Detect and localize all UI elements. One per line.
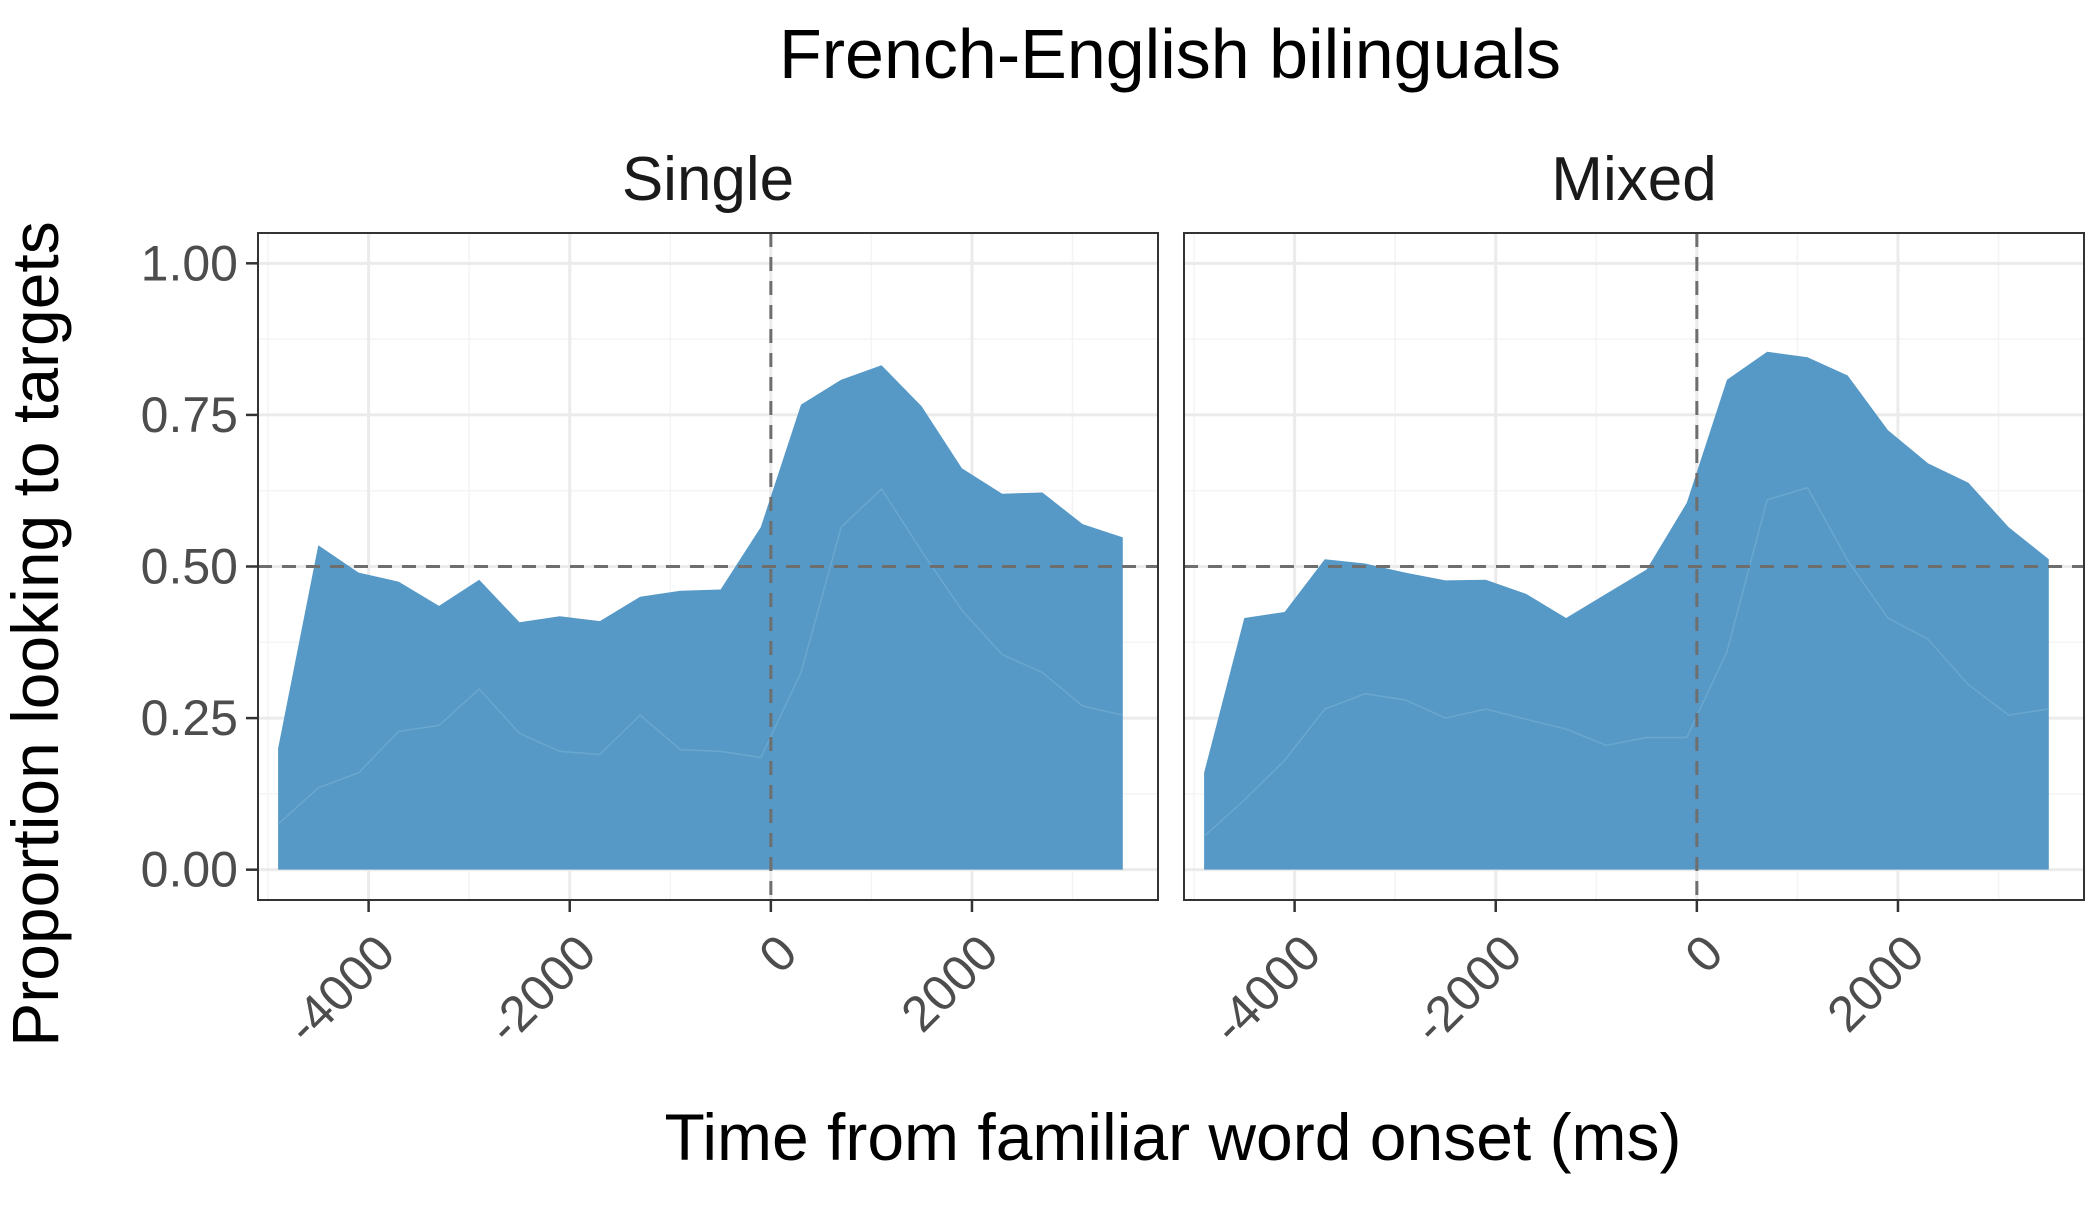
x-tick-label: 0 [1674, 924, 1733, 983]
panel-single: Single -4000 -2000 0 2000 0.00 0.25 0.50 0.75 1.0… [141, 145, 1159, 1054]
area-lower-line [277, 487, 1123, 825]
panels-layer: Single -4000 -2000 0 2000 0.00 0.25 0.50 0.75 1.0… [141, 145, 2085, 1054]
x-tick-label: -4000 [275, 924, 405, 1054]
x-tick-label: -4000 [1201, 924, 1331, 1054]
panel-mixed: Mixed -4000 -2000 0 2000 [1183, 145, 2085, 1054]
panel-border [1183, 232, 2085, 901]
facet-label: Single [622, 145, 794, 214]
area-lower-line [1203, 486, 2049, 837]
x-axis-label: Time from familiar word onset (ms) [664, 1100, 1681, 1174]
y-tick-label: 1.00 [141, 235, 238, 291]
x-tick-label: 2000 [890, 924, 1008, 1042]
area-upper [1204, 351, 2049, 870]
x-tick-label: 0 [748, 924, 807, 983]
facet-label: Mixed [1551, 145, 1716, 214]
x-tick-label: -2000 [476, 924, 606, 1054]
x-tick-label: -2000 [1402, 924, 1532, 1054]
y-tick-label: 0.25 [141, 690, 238, 746]
x-tick-label: 2000 [1816, 924, 1934, 1042]
y-axis-label: Proportion looking to targets [0, 221, 72, 1046]
y-tick-label: 0.75 [141, 387, 238, 443]
y-tick-label: 0.50 [141, 539, 238, 595]
chart-title: French-English bilinguals [779, 15, 1561, 93]
area-upper [278, 365, 1123, 870]
y-tick-label: 0.00 [141, 842, 238, 898]
